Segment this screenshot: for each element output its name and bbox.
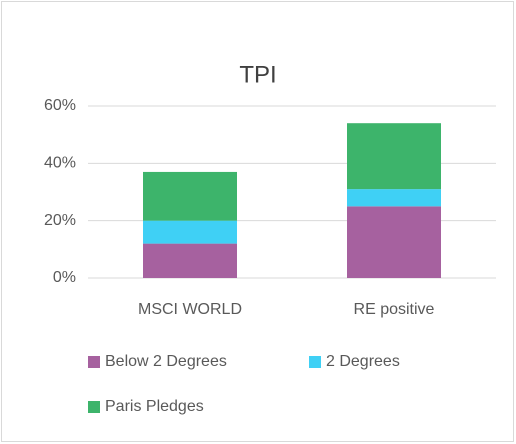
legend-swatch [88, 356, 100, 368]
chart-title: TPI [239, 61, 276, 88]
x-tick-label: RE positive [354, 301, 435, 318]
legend-swatch [88, 401, 100, 413]
bar-segment [347, 123, 441, 190]
bar-segment [347, 206, 441, 278]
legend-label: 2 Degrees [326, 353, 400, 370]
y-tick-label: 0% [53, 269, 76, 286]
bar-segment [143, 243, 237, 278]
legend-label: Below 2 Degrees [105, 353, 227, 370]
y-tick-label: 20% [44, 212, 76, 229]
bar-segment [143, 220, 237, 244]
y-tick-label: 60% [44, 97, 76, 114]
bar-segment [347, 189, 441, 207]
x-tick-label: MSCI WORLD [138, 301, 242, 318]
bar-segment [143, 171, 237, 221]
legend-label: Paris Pledges [105, 398, 204, 415]
y-tick-label: 40% [44, 155, 76, 172]
legend-swatch [309, 356, 321, 368]
